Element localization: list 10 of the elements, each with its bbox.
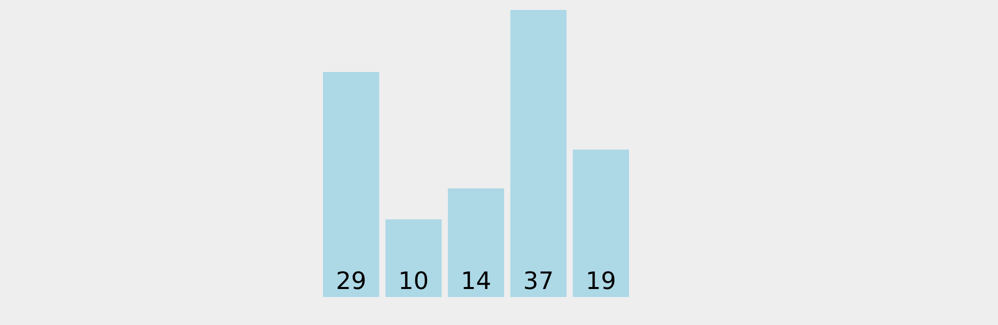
bar: [510, 10, 567, 297]
bar: [385, 219, 442, 297]
data-label: 19: [586, 267, 616, 295]
data-label: 14: [460, 267, 492, 295]
bar: [572, 150, 629, 297]
bar: [448, 188, 504, 297]
bar: [323, 72, 380, 297]
data-label: 29: [336, 267, 366, 295]
data-label: 10: [398, 267, 429, 295]
data-label: 37: [523, 267, 554, 295]
